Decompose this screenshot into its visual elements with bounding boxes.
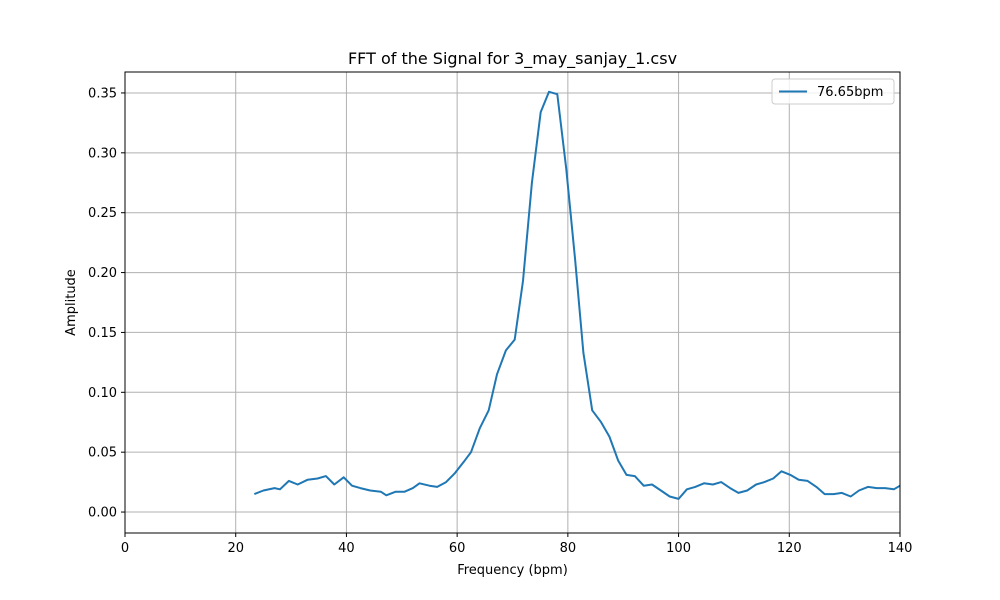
y-tick-label: 0.25 xyxy=(88,206,117,221)
y-tick-label: 0.00 xyxy=(88,506,117,521)
x-tick-label: 60 xyxy=(449,541,466,556)
x-tick-label: 80 xyxy=(560,541,577,556)
legend-box xyxy=(771,78,895,105)
ticks: 0 20 40 60 80 100 120 140 0.00 0.05 0.10 0.15 0.20 0.… xyxy=(88,86,912,556)
x-tick-label: 0 xyxy=(121,541,129,556)
y-tick-label: 0.15 xyxy=(88,326,117,341)
x-tick-label: 120 xyxy=(777,541,802,556)
chart-title: FFT of the Signal for 3_may_sanjay_1.csv xyxy=(348,49,677,69)
legend: 76.65bpm xyxy=(771,78,895,105)
y-tick-label: 0.20 xyxy=(88,266,117,281)
y-axis-label: Amplitude xyxy=(64,269,79,336)
x-axis-label: Frequency (bpm) xyxy=(457,563,568,578)
x-tick-label: 40 xyxy=(338,541,355,556)
series-line xyxy=(253,90,901,500)
x-tick-label: 140 xyxy=(888,541,913,556)
y-tick-label: 0.30 xyxy=(88,146,117,161)
plot-frame xyxy=(124,71,901,534)
legend-label: 76.65bpm xyxy=(817,85,883,100)
y-tick-label: 0.05 xyxy=(88,446,117,461)
series-layer xyxy=(253,90,901,500)
y-tick-label: 0.10 xyxy=(88,386,117,401)
y-tick-label: 0.35 xyxy=(88,86,117,101)
x-tick-label: 20 xyxy=(227,541,244,556)
x-tick-label: 100 xyxy=(666,541,691,556)
